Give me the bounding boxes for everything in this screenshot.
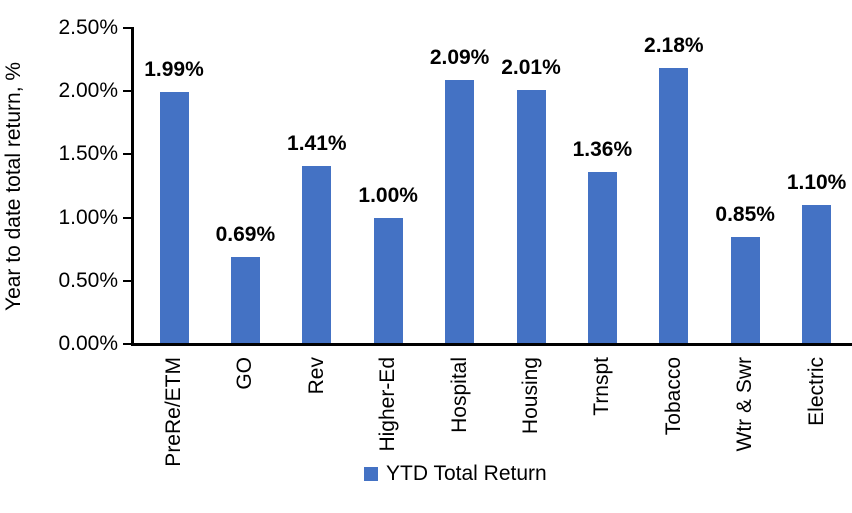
y-tick-mark	[123, 279, 131, 282]
data-label: 2.01%	[501, 55, 561, 79]
y-tick-mark	[123, 90, 131, 93]
data-label: 1.36%	[572, 138, 633, 162]
x-axis-label: Higher-Ed	[376, 357, 400, 452]
y-tick-label: 2.50%	[58, 16, 118, 39]
y-tick-mark	[123, 216, 131, 219]
y-tick-label: 2.00%	[58, 79, 118, 103]
x-axis-label: Rev	[304, 357, 328, 395]
y-axis-title: Year to date total return, %	[2, 61, 25, 311]
data-label: 1.99%	[144, 58, 204, 82]
x-axis-label: Hospital	[447, 357, 471, 433]
bar-PreRe/ETM	[159, 92, 189, 344]
bar-Hospital	[445, 79, 475, 344]
bar-Tobacco	[659, 68, 689, 344]
x-axis-label: Tobacco	[661, 357, 685, 436]
y-tick-label: 1.00%	[58, 205, 118, 229]
bar-Wtr & Swr	[730, 236, 760, 344]
y-tick-label: 0.00%	[58, 332, 118, 355]
bar-Housing	[516, 89, 546, 344]
data-label: 2.09%	[429, 45, 490, 69]
x-axis-label: Housing	[519, 357, 542, 435]
x-axis-label: Electric	[804, 357, 828, 426]
data-label: 0.85%	[715, 202, 775, 226]
data-label: 1.41%	[287, 131, 347, 155]
data-label: 1.10%	[786, 170, 847, 194]
x-axis-label: Trnspt	[590, 357, 614, 416]
x-axis-label: GO	[233, 357, 257, 390]
bar-Trnspt	[587, 172, 617, 344]
legend: YTD Total Return	[364, 461, 547, 487]
data-label: 2.18%	[644, 34, 704, 58]
x-axis-line	[131, 343, 852, 346]
data-label: 1.00%	[358, 183, 418, 207]
bar-GO	[230, 256, 260, 344]
x-axis-label: PreRe/ETM	[162, 357, 185, 467]
data-label: 0.69%	[215, 222, 276, 246]
y-tick-label: 0.50%	[58, 268, 118, 292]
bar-Rev	[302, 165, 332, 344]
x-axis-label: Wtr & Swr	[733, 357, 757, 452]
legend-swatch-icon	[364, 467, 378, 481]
y-tick-mark	[123, 343, 131, 345]
y-tick-label: 1.50%	[58, 142, 118, 166]
y-tick-mark	[123, 27, 131, 29]
y-tick-mark	[123, 153, 131, 156]
legend-label: YTD Total Return	[386, 462, 547, 485]
bar-Electric	[802, 204, 832, 344]
bar-Higher-Ed	[373, 217, 403, 344]
y-axis-line	[131, 27, 134, 346]
